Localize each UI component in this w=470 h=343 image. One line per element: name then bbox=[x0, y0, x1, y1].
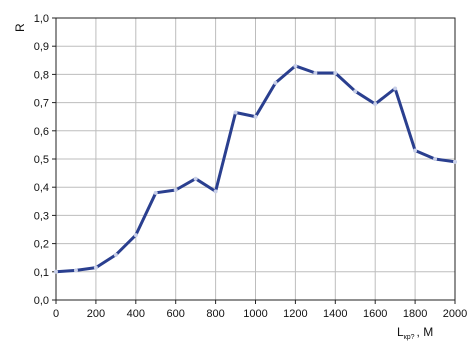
data-point bbox=[73, 268, 78, 273]
series-layer bbox=[54, 63, 457, 274]
data-point bbox=[233, 110, 238, 115]
data-point bbox=[413, 148, 418, 153]
y-axis-title: R bbox=[13, 23, 27, 32]
y-tick-label: 0,9 bbox=[34, 41, 49, 53]
x-tick-label: 600 bbox=[167, 308, 185, 320]
x-axis-title-main: L bbox=[397, 325, 404, 339]
data-point bbox=[293, 63, 298, 68]
data-point bbox=[113, 252, 118, 257]
x-tick-label: 0 bbox=[53, 308, 59, 320]
x-tick-label: 1800 bbox=[403, 308, 427, 320]
data-point bbox=[213, 189, 218, 194]
x-tick-label: 1400 bbox=[323, 308, 347, 320]
x-tick-label: 200 bbox=[87, 308, 105, 320]
data-point bbox=[173, 188, 178, 193]
y-tick-label: 0,6 bbox=[34, 126, 49, 138]
y-tick-label: 1,0 bbox=[34, 13, 49, 25]
x-tick-label: 400 bbox=[127, 308, 145, 320]
y-tick-label: 0,4 bbox=[34, 182, 49, 194]
x-axis-title-subscript: кр? bbox=[404, 334, 415, 341]
data-point bbox=[313, 70, 318, 75]
y-tick-label: 0,8 bbox=[34, 69, 49, 81]
y-tick-label: 0,1 bbox=[34, 267, 49, 279]
data-point bbox=[133, 233, 138, 238]
data-point bbox=[333, 70, 338, 75]
y-tick-label: 0,7 bbox=[34, 98, 49, 110]
y-tick-label: 0,3 bbox=[34, 210, 49, 222]
x-axis-title-unit: М bbox=[423, 325, 433, 339]
x-tick-label: 800 bbox=[206, 308, 224, 320]
x-tick-label: 1000 bbox=[243, 308, 267, 320]
data-point bbox=[93, 265, 98, 270]
x-axis-title-separator: , bbox=[417, 325, 424, 339]
y-tick-label: 0,2 bbox=[34, 239, 49, 251]
data-point bbox=[453, 159, 457, 164]
x-tick-label: 1200 bbox=[283, 308, 307, 320]
y-tick-label: 0,5 bbox=[34, 154, 49, 166]
data-point bbox=[273, 80, 278, 85]
data-point bbox=[54, 269, 58, 274]
data-point bbox=[433, 157, 438, 161]
x-tick-label: 1600 bbox=[363, 308, 387, 320]
data-point bbox=[393, 86, 398, 91]
grid bbox=[56, 18, 455, 300]
data-point bbox=[193, 176, 198, 181]
x-tick-label: 2000 bbox=[443, 308, 467, 320]
x-axis-title: Lкр?, М bbox=[397, 325, 433, 341]
data-point bbox=[373, 102, 378, 107]
data-point bbox=[253, 114, 258, 119]
y-tick-label: 0,0 bbox=[34, 295, 49, 307]
data-point bbox=[153, 190, 158, 195]
data-point bbox=[353, 89, 358, 94]
axis-ticks: 0 200 400 600 800 1000 1200 1400 1600 1800 2000 0,0… bbox=[34, 13, 468, 320]
